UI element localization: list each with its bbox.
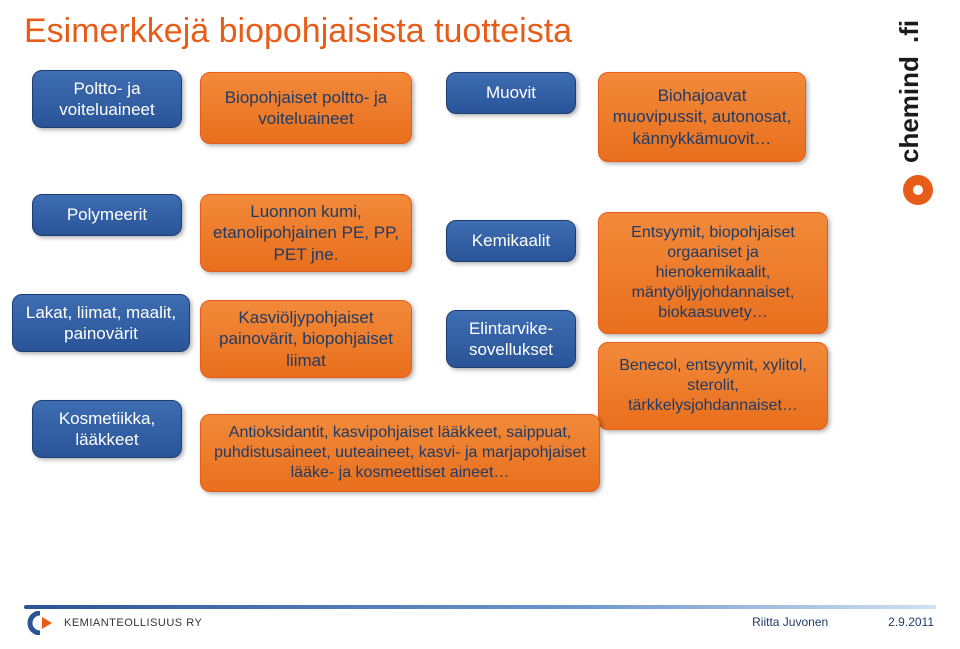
chemind-logo: chemind .fi — [888, 8, 948, 208]
category-cosmetics: Kosmetiikka, lääkkeet — [32, 400, 182, 458]
footer-date: 2.9.2011 — [888, 615, 934, 629]
footer-meta: Riitta Juvonen 2.9.2011 — [752, 615, 934, 629]
footer-logo: KEMIANTEOLLISUUS RY — [24, 611, 202, 635]
detail-antioxidants: Antioksidantit, kasvipohjaiset lääkkeet,… — [200, 414, 600, 492]
footer-author: Riitta Juvonen — [752, 615, 828, 629]
category-food: Elintarvike-sovellukset — [446, 310, 576, 368]
category-polymers: Polymeerit — [32, 194, 182, 236]
category-paints: Lakat, liimat, maalit, painovärit — [12, 294, 190, 352]
detail-plantoil: Kasviöljypohjaiset painovärit, biopohjai… — [200, 300, 412, 378]
detail-biofuel: Biopohjaiset poltto- ja voiteluaineet — [200, 72, 412, 144]
category-plastics: Muovit — [446, 72, 576, 114]
detail-benecol: Benecol, entsyymit, xylitol, sterolit, t… — [598, 342, 828, 430]
category-chemicals: Kemikaalit — [446, 220, 576, 262]
category-fuel: Poltto- ja voiteluaineet — [32, 70, 182, 128]
detail-bioplastic: Biohajoavat muovipussit, autonosat, känn… — [598, 72, 806, 162]
svg-text:chemind: chemind — [894, 56, 924, 163]
detail-rubber: Luonnon kumi, etanolipohjainen PE, PP, P… — [200, 194, 412, 272]
footer-divider — [24, 605, 936, 609]
footer-org: KEMIANTEOLLISUUS RY — [64, 617, 202, 629]
svg-text:.fi: .fi — [894, 20, 924, 43]
detail-enzymes: Entsyymit, biopohjaiset orgaaniset ja hi… — [598, 212, 828, 334]
page-title: Esimerkkejä biopohjaisista tuotteista — [24, 12, 572, 51]
